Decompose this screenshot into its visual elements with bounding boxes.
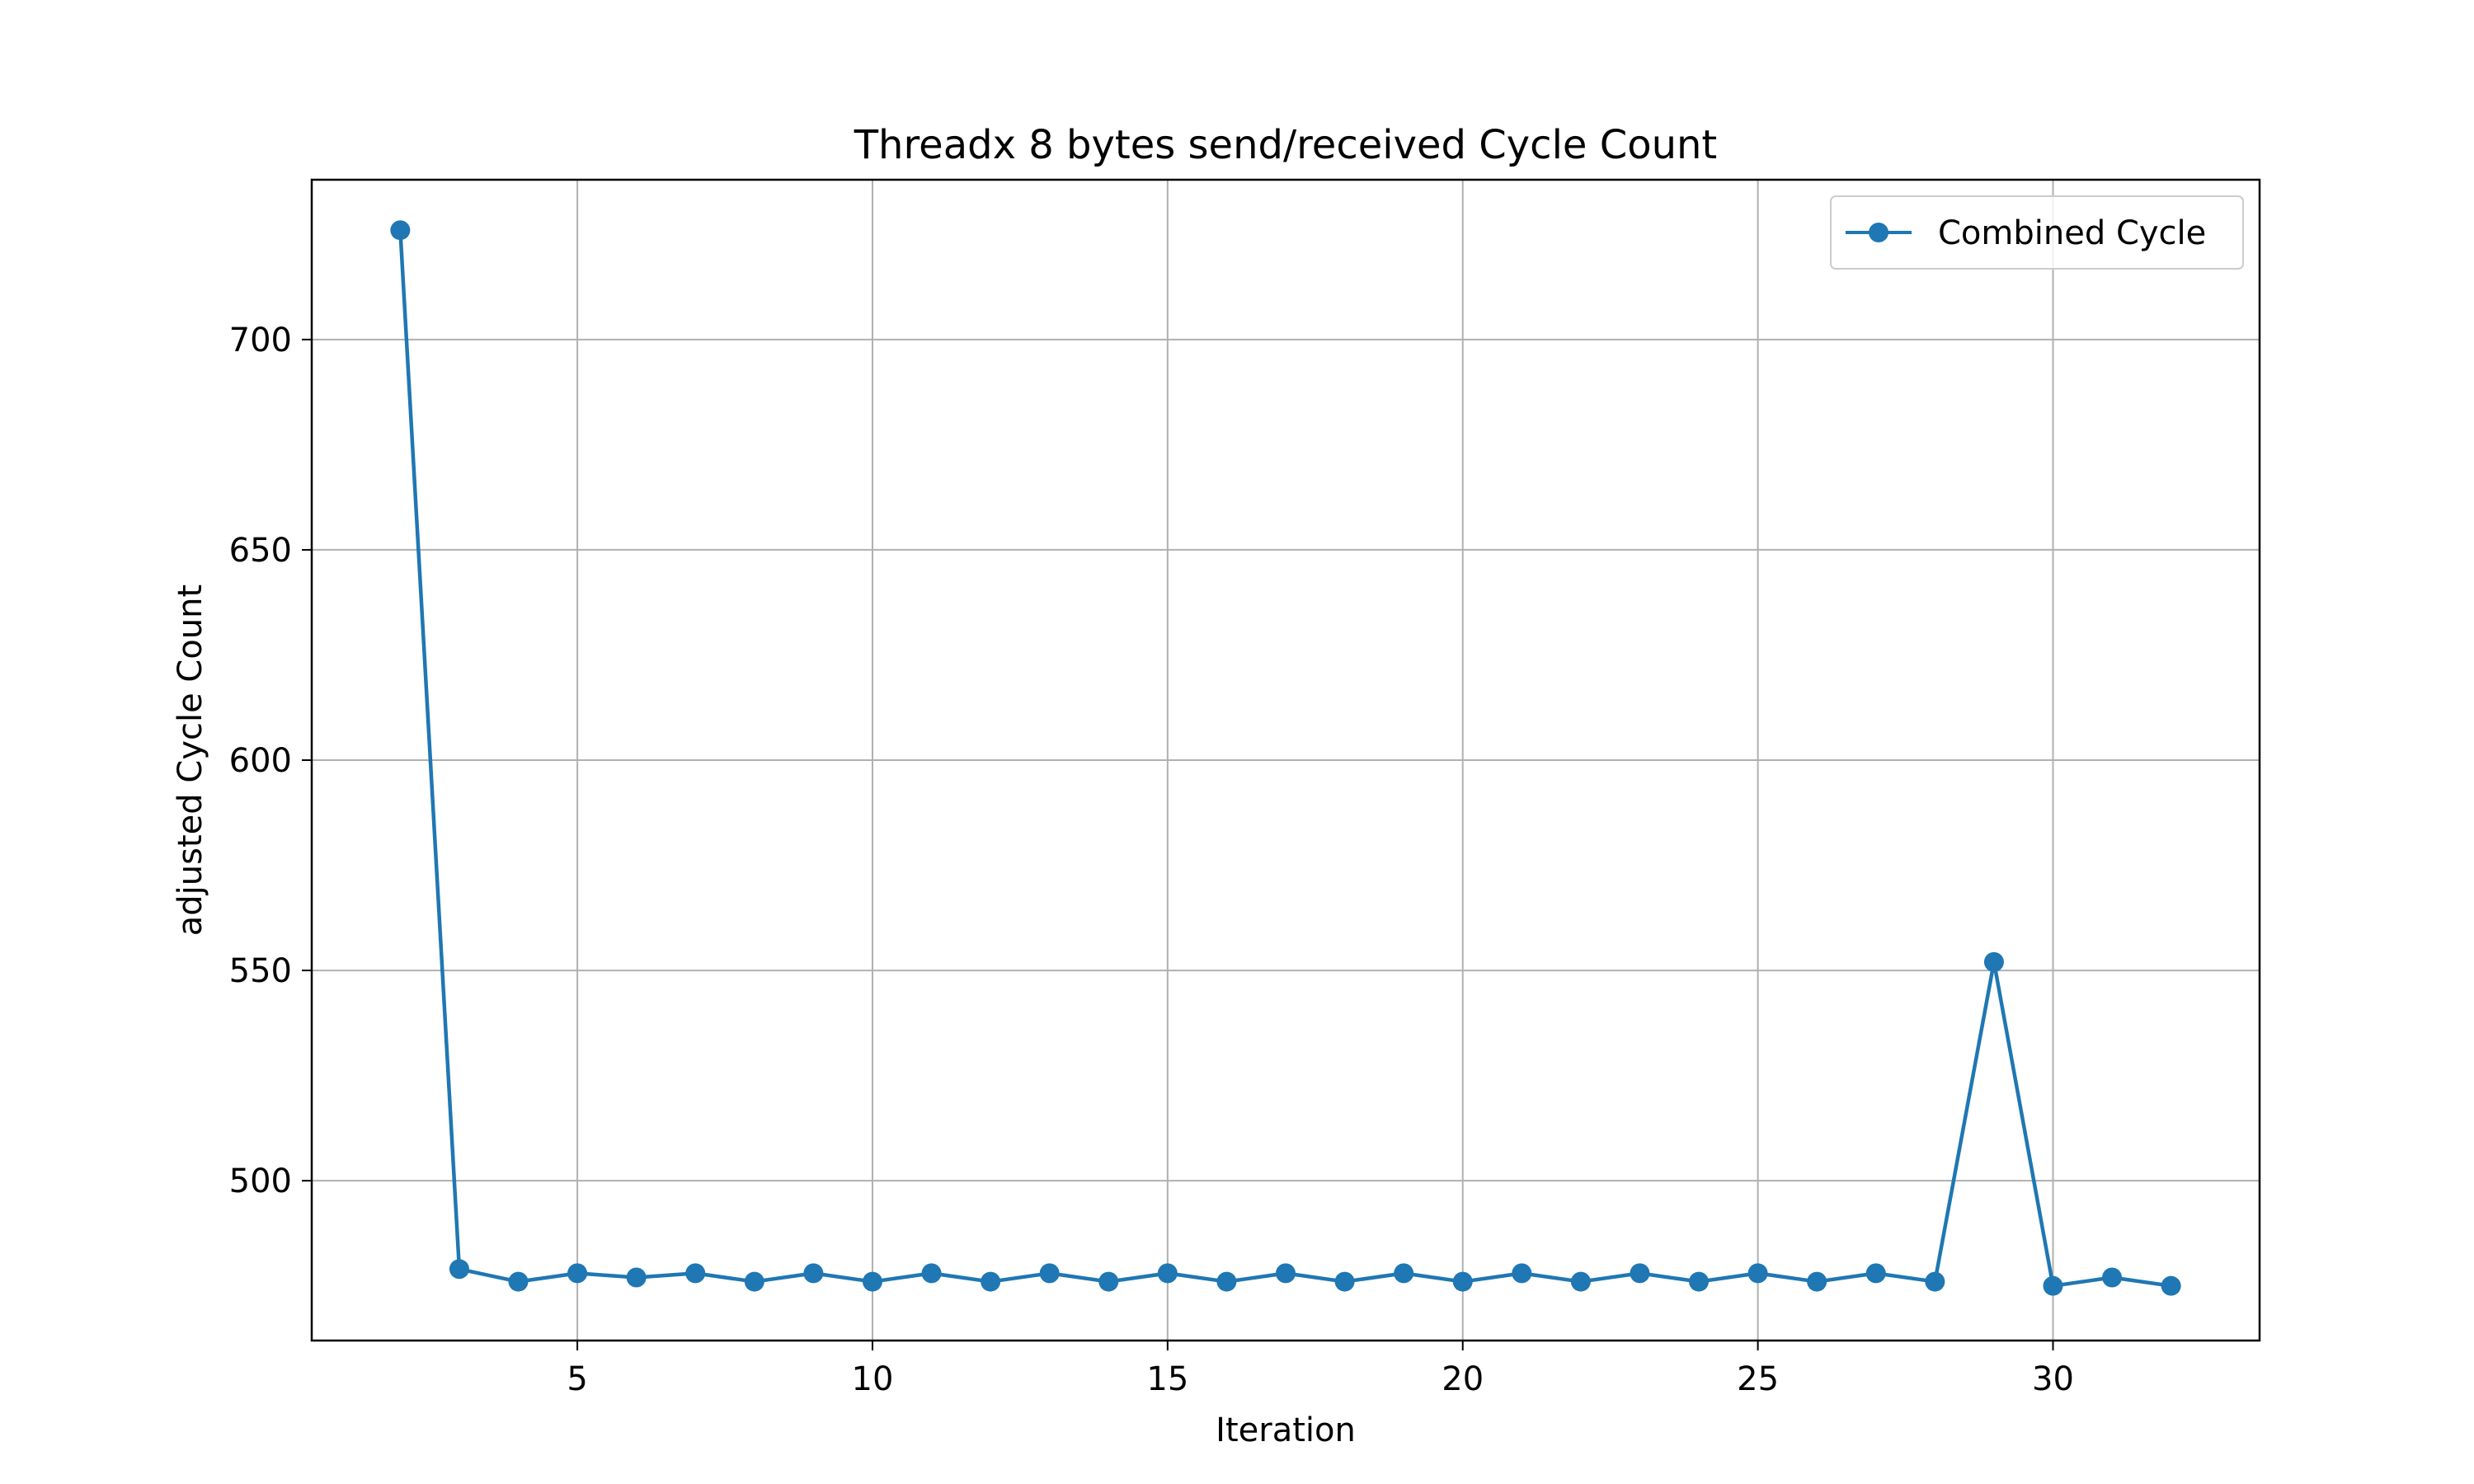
data-point xyxy=(2102,1267,2123,1288)
y-tick-label: 500 xyxy=(229,1162,292,1200)
y-tick-label: 700 xyxy=(229,322,292,359)
data-point xyxy=(981,1271,1001,1292)
data-point xyxy=(1925,1271,1945,1292)
data-point xyxy=(685,1263,706,1284)
y-tick-label: 600 xyxy=(229,742,292,780)
legend-box xyxy=(1830,195,2244,270)
x-axis: 5 10 15 20 25 30 xyxy=(567,1341,2074,1398)
data-point xyxy=(1394,1263,1414,1284)
data-point xyxy=(862,1271,882,1292)
data-point xyxy=(390,220,411,241)
data-point xyxy=(567,1263,588,1284)
legend-entry-label: Combined Cycle xyxy=(1938,214,2206,252)
data-point xyxy=(2043,1275,2063,1296)
y-tick-label: 650 xyxy=(229,532,292,570)
x-tick-label: 10 xyxy=(852,1360,894,1398)
x-tick-label: 25 xyxy=(1737,1360,1779,1398)
data-point xyxy=(449,1259,469,1280)
x-axis-label: Iteration xyxy=(1216,1411,1356,1449)
data-point xyxy=(626,1267,647,1288)
legend: Combined Cycle xyxy=(1830,195,2244,270)
data-point xyxy=(1334,1271,1355,1292)
data-point xyxy=(1630,1263,1650,1284)
data-point xyxy=(921,1263,942,1284)
data-point xyxy=(1157,1263,1178,1284)
data-point xyxy=(1983,951,2004,972)
data-point xyxy=(1098,1271,1119,1292)
series-layer xyxy=(390,220,2181,1296)
data-point xyxy=(1216,1271,1237,1292)
x-tick-label: 15 xyxy=(1146,1360,1188,1398)
legend-swatch-marker xyxy=(1869,223,1888,242)
data-point xyxy=(1865,1263,1886,1284)
data-point xyxy=(803,1263,824,1284)
x-tick-label: 5 xyxy=(567,1360,587,1398)
data-point xyxy=(1570,1271,1591,1292)
y-axis: 500 550 600 650 700 xyxy=(229,322,312,1200)
data-point xyxy=(1747,1263,1768,1284)
y-axis-label: adjusted Cycle Count xyxy=(172,585,209,936)
x-tick-label: 30 xyxy=(2032,1360,2074,1398)
data-point xyxy=(1039,1263,1060,1284)
data-point xyxy=(1452,1271,1473,1292)
data-point xyxy=(1807,1271,1827,1292)
data-point xyxy=(508,1271,529,1292)
x-tick-label: 20 xyxy=(1442,1360,1484,1398)
grid-lines xyxy=(312,180,2260,1341)
y-tick-label: 550 xyxy=(229,952,292,990)
data-point xyxy=(2161,1275,2181,1296)
data-point xyxy=(1512,1263,1532,1284)
data-point xyxy=(1689,1271,1710,1292)
data-point xyxy=(1276,1263,1296,1284)
chart-title: Threadx 8 bytes send/received Cycle Coun… xyxy=(854,122,1718,168)
data-point xyxy=(744,1271,764,1292)
